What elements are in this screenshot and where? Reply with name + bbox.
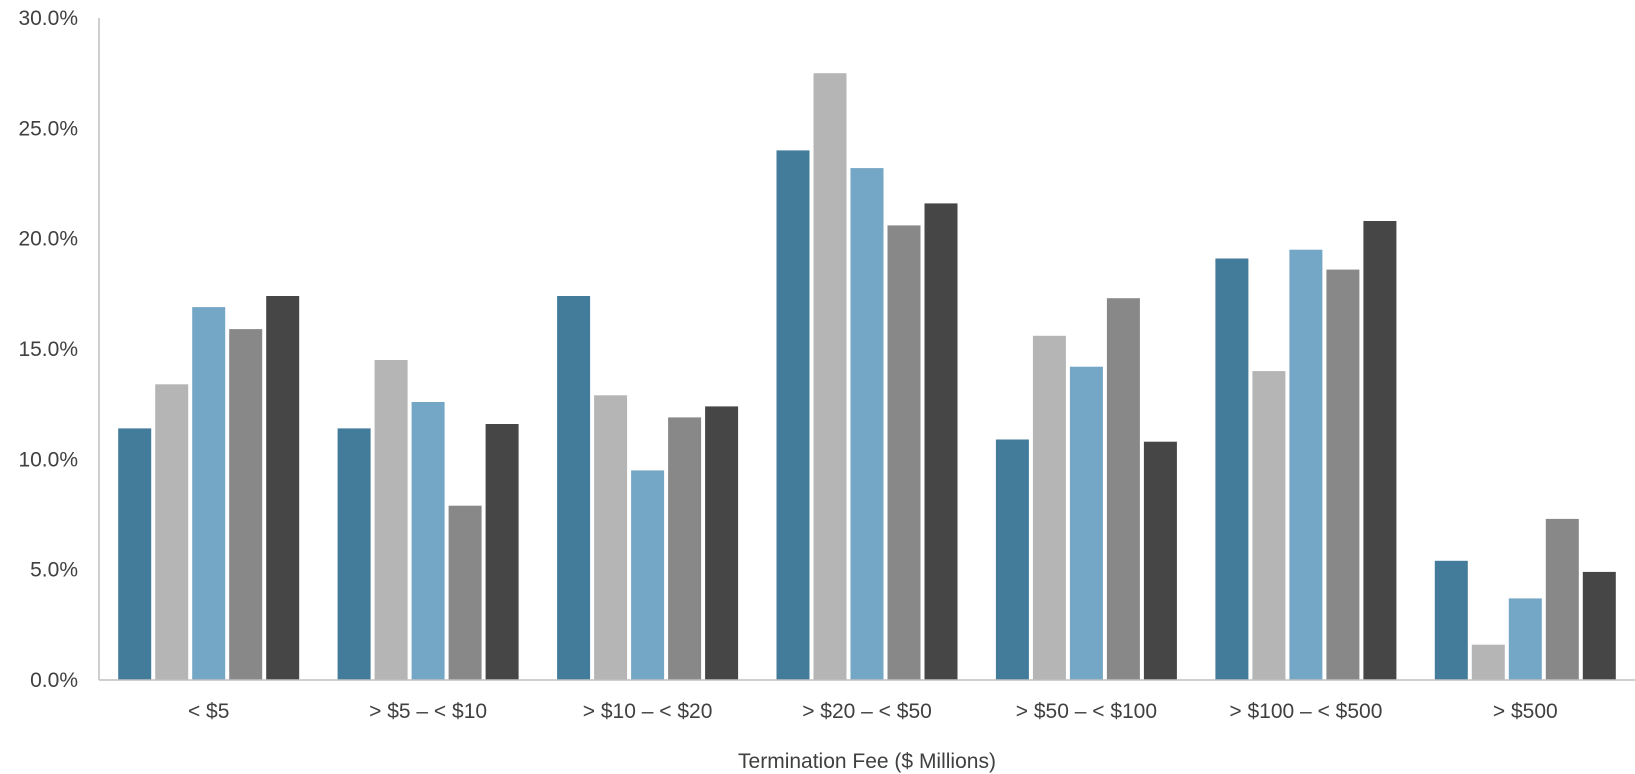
bar-cat1-series0 — [337, 428, 371, 680]
bar-cat6-series2 — [1508, 598, 1542, 680]
x-tick-label: > $500 — [1493, 700, 1558, 723]
bar-cat6-series4 — [1582, 571, 1616, 680]
bar-cat3-series4 — [924, 203, 958, 680]
x-tick-label: > $10 – < $20 — [583, 700, 713, 723]
bar-cat1-series4 — [485, 424, 519, 680]
x-tick-label: < $5 — [188, 700, 229, 723]
bars-layer — [118, 73, 1616, 680]
bar-cat1-series2 — [411, 402, 445, 680]
y-tick-label: 20.0% — [18, 228, 78, 251]
bar-cat2-series3 — [668, 417, 702, 680]
bar-cat6-series0 — [1434, 560, 1468, 680]
bar-cat4-series0 — [995, 439, 1029, 680]
bar-cat0-series0 — [118, 428, 152, 680]
y-tick-label: 15.0% — [18, 338, 78, 361]
bar-cat5-series3 — [1326, 269, 1360, 680]
bar-cat0-series2 — [192, 307, 226, 680]
x-tick-label: > $5 – < $10 — [369, 700, 487, 723]
bar-cat3-series2 — [850, 168, 884, 680]
bar-cat3-series3 — [887, 225, 921, 680]
bar-cat3-series1 — [813, 73, 847, 680]
bar-cat6-series1 — [1471, 644, 1505, 680]
bar-cat4-series3 — [1106, 298, 1140, 680]
bar-cat2-series4 — [705, 406, 739, 680]
x-tick-label: > $20 – < $50 — [802, 700, 932, 723]
bar-cat0-series1 — [155, 384, 189, 680]
bar-cat2-series2 — [631, 470, 665, 680]
x-axis-title: Termination Fee ($ Millions) — [738, 750, 996, 773]
bar-cat2-series0 — [557, 296, 591, 680]
x-tick-label: > $100 – < $500 — [1229, 700, 1382, 723]
y-tick-label: 0.0% — [30, 669, 78, 692]
bar-cat4-series4 — [1143, 441, 1177, 680]
bar-cat6-series3 — [1545, 518, 1579, 680]
bar-cat0-series3 — [229, 329, 263, 680]
bar-cat5-series4 — [1363, 221, 1397, 680]
bar-cat4-series2 — [1069, 366, 1103, 680]
bar-cat5-series1 — [1252, 371, 1286, 680]
bar-cat3-series0 — [776, 150, 810, 680]
y-tick-labels: 0.0% 5.0% 10.0% 15.0% 20.0% 25.0% 30.0% — [18, 7, 78, 692]
bar-cat2-series1 — [594, 395, 628, 680]
bar-cat1-series3 — [448, 505, 482, 680]
bar-cat5-series0 — [1215, 258, 1249, 680]
bar-cat0-series4 — [266, 296, 300, 680]
bar-cat1-series1 — [374, 360, 408, 680]
bar-cat5-series2 — [1289, 249, 1323, 680]
y-tick-label: 5.0% — [30, 559, 78, 582]
y-tick-label: 30.0% — [18, 7, 78, 30]
y-tick-label: 25.0% — [18, 117, 78, 140]
x-tick-label: > $50 – < $100 — [1016, 700, 1157, 723]
bar-cat4-series1 — [1032, 335, 1066, 680]
y-tick-label: 10.0% — [18, 448, 78, 471]
x-tick-labels: < $5 > $5 – < $10 > $10 – < $20 > $20 – < $… — [188, 700, 1558, 723]
